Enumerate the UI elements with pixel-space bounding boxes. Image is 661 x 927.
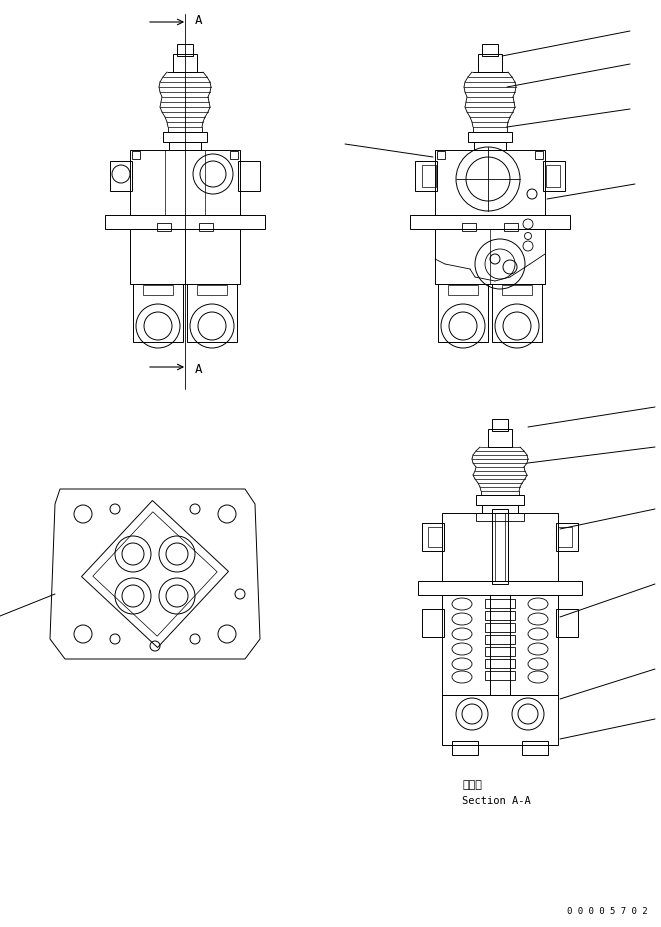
Bar [130,230,240,285]
Bar [546,166,560,188]
Bar [110,162,132,192]
Bar [485,647,515,656]
Bar [130,151,240,216]
Bar [133,285,183,343]
Text: Section A-A: Section A-A [462,795,531,806]
Bar [422,609,444,638]
Bar [490,595,510,695]
Bar [177,44,193,57]
Bar [492,285,542,343]
Bar [422,166,436,188]
Bar [230,152,238,159]
Bar [556,524,578,552]
Bar [435,151,545,216]
Bar [482,44,498,57]
Bar [105,216,265,230]
Bar [435,230,545,285]
Bar [492,510,508,584]
Bar [522,742,548,756]
Text: A: A [195,14,202,27]
Bar [492,420,508,432]
Bar [428,527,442,548]
Bar [485,600,515,608]
Bar [478,55,502,73]
Bar [485,623,515,632]
Bar [132,152,140,159]
Bar [543,162,565,192]
Bar [462,223,476,232]
Bar [197,286,227,296]
Bar [452,742,478,756]
Bar [485,635,515,644]
Bar [556,609,578,638]
Text: 0 0 0 0 5 7 0 2: 0 0 0 0 5 7 0 2 [567,906,648,915]
Bar [502,286,532,296]
Bar [442,514,558,581]
Bar [187,285,237,343]
Bar [422,524,444,552]
Bar [474,143,506,151]
Bar [488,429,512,448]
Bar [415,162,437,192]
Bar [535,152,543,159]
Bar [418,581,582,595]
Bar [476,514,524,521]
Text: 断　面: 断 面 [462,780,482,789]
Bar [476,495,524,505]
Bar [485,671,515,680]
Bar [437,152,445,159]
Bar [163,133,207,143]
Bar [238,162,260,192]
Text: A: A [195,363,202,376]
Bar [482,505,518,514]
Bar [410,216,570,230]
Bar [169,143,201,151]
Bar [558,527,572,548]
Bar [157,223,171,232]
Bar [173,55,197,73]
Bar [468,133,512,143]
Bar [143,286,173,296]
Bar [448,286,478,296]
Bar [442,695,558,745]
Bar [485,659,515,668]
Bar [199,223,213,232]
Bar [442,595,558,695]
Bar [504,223,518,232]
Bar [485,611,515,620]
Bar [438,285,488,343]
